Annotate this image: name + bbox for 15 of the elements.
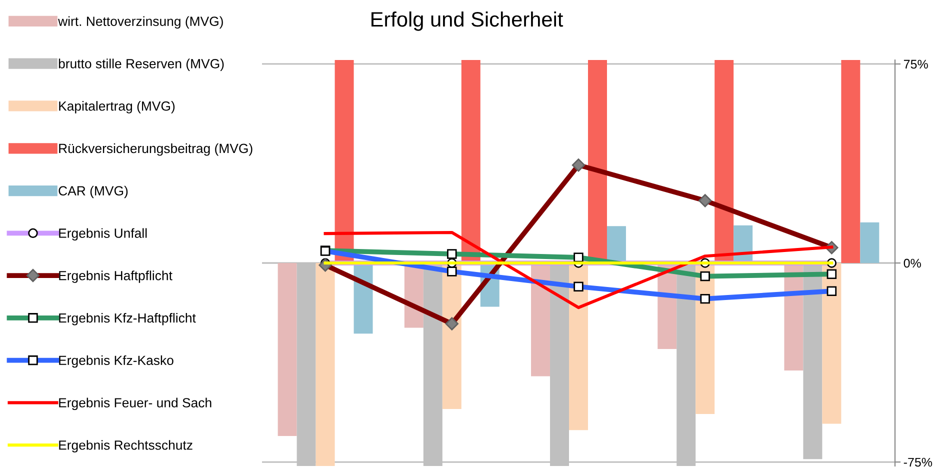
legend-label: Ergebnis Haftpflicht [59, 270, 172, 283]
legend-label: Ergebnis Rechtsschutz [59, 440, 192, 452]
legend-label: Ergebnis Kfz-Kasko [59, 355, 174, 368]
legend-label: Ergebnis Kfz-Haftpflicht [59, 312, 196, 326]
legend-label: Kapitalertrag (MVG) [59, 101, 175, 114]
legend-label: Ergebnis Feuer- und Sach [59, 398, 212, 410]
legend-label: Ergebnis Unfall [59, 228, 147, 240]
chart-title: Erfolg und Sicherheit [372, 11, 564, 31]
legend-label: brutto stille Reserven (MVG) [58, 58, 224, 71]
y-tick-label: -75% [904, 458, 932, 467]
legend-label: CAR (MVG) [58, 186, 128, 198]
legend-label: Rückversicherungsbeitrag (MVG) [59, 143, 252, 156]
y-tick-label: 75% [904, 60, 928, 69]
legend-label: wirt. Nettoverzinsung (MVG) [58, 16, 223, 29]
y-tick-label: 0% [904, 258, 921, 268]
